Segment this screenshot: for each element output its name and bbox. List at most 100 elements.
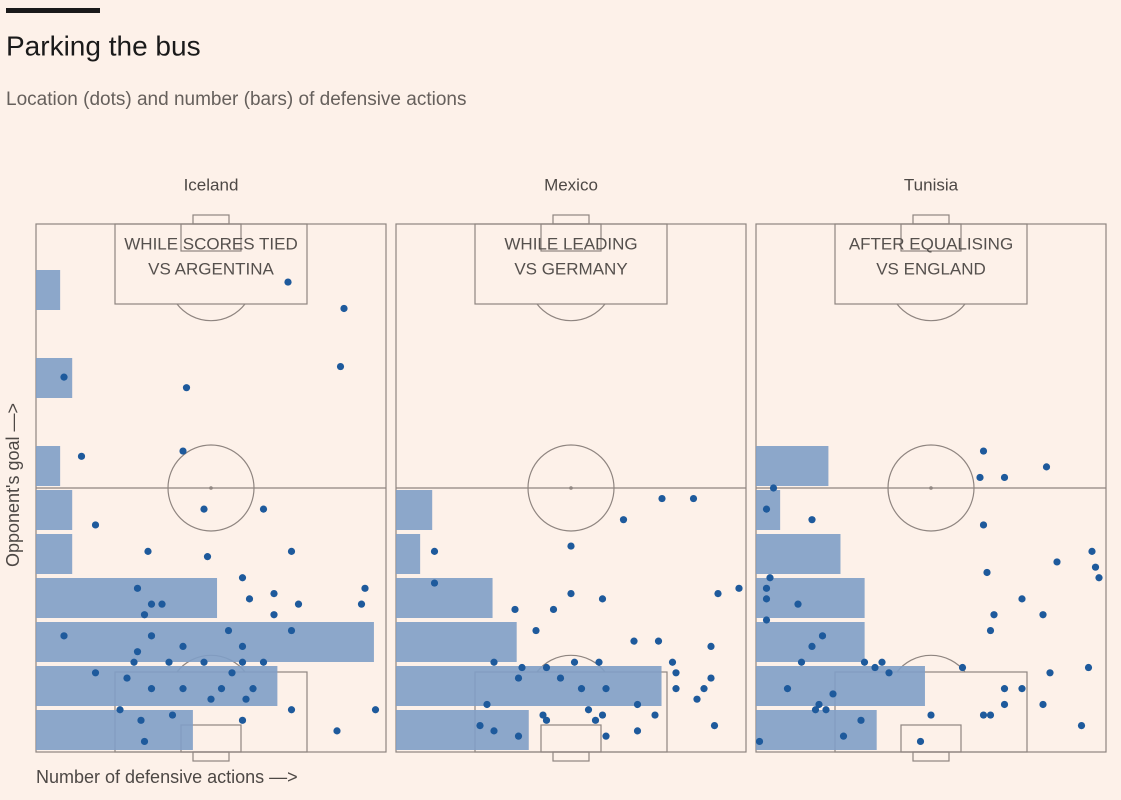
dot	[123, 674, 131, 682]
dot	[542, 716, 551, 724]
bar	[756, 578, 865, 618]
dot	[91, 669, 100, 677]
dot	[651, 711, 659, 719]
dot	[707, 674, 715, 682]
dot	[857, 716, 865, 724]
pitch-line	[192, 214, 230, 225]
dot	[762, 505, 771, 513]
pitch-line	[900, 724, 962, 753]
dot	[514, 732, 523, 740]
dot	[808, 642, 816, 651]
panel-title: Mexico	[544, 175, 598, 194]
bar	[396, 490, 433, 530]
dot	[808, 516, 816, 524]
annotation: WHILE LEADING	[504, 234, 637, 253]
dot	[60, 632, 68, 640]
dot	[927, 711, 935, 719]
panel: Mexico WHILE LEADING VS GERMANY	[395, 175, 747, 762]
brand-rule	[6, 8, 100, 13]
dot	[371, 706, 380, 714]
dot	[539, 711, 547, 719]
dot	[1000, 473, 1009, 482]
bar	[396, 578, 493, 618]
dot	[361, 584, 369, 592]
dot	[430, 547, 439, 555]
dot	[224, 626, 233, 635]
dot	[633, 727, 642, 735]
dot	[689, 494, 698, 503]
pitch-line	[912, 214, 950, 225]
dot	[333, 727, 341, 735]
dot	[490, 727, 498, 735]
pitch-line	[192, 751, 230, 762]
dot	[518, 663, 526, 672]
dot	[60, 373, 68, 381]
pitch-line	[527, 444, 615, 532]
bar	[396, 534, 421, 574]
bar	[756, 446, 829, 486]
dot	[958, 663, 967, 672]
dot	[179, 685, 187, 693]
dot	[284, 278, 292, 286]
dot	[270, 611, 278, 619]
dot	[871, 663, 879, 672]
dot	[140, 737, 149, 746]
dot	[598, 595, 607, 603]
dot	[839, 732, 848, 740]
pitch-line	[896, 303, 966, 322]
dot	[228, 669, 236, 677]
dot	[602, 685, 610, 693]
pitch-line	[176, 303, 246, 322]
dot	[567, 590, 575, 598]
bar	[756, 622, 865, 662]
dot	[762, 595, 771, 603]
dot	[577, 685, 586, 693]
dot	[986, 626, 995, 635]
dot	[542, 663, 551, 672]
bar	[396, 622, 517, 662]
dot	[294, 600, 303, 608]
dot	[1000, 685, 1009, 693]
pitch-line	[209, 486, 213, 490]
chart-subtitle: Location (dots) and number (bars) of def…	[6, 89, 466, 110]
dot	[147, 685, 156, 693]
dot	[598, 711, 607, 719]
dot	[133, 648, 142, 656]
dot	[797, 658, 806, 666]
dot	[1000, 700, 1009, 709]
dot	[567, 542, 575, 550]
dot	[762, 616, 771, 624]
dot	[1053, 558, 1061, 566]
dot	[990, 611, 998, 619]
bar	[36, 666, 278, 706]
dot	[829, 690, 837, 698]
annotation: AFTER EQUALISING	[849, 234, 1013, 253]
dot	[1039, 611, 1047, 619]
bar	[36, 534, 73, 574]
dot	[1077, 722, 1086, 730]
dot	[1095, 574, 1103, 582]
dot	[147, 600, 156, 608]
bar	[36, 270, 61, 310]
dot	[1088, 547, 1096, 555]
dot	[714, 590, 722, 598]
pitch-line	[552, 214, 590, 225]
dot	[672, 685, 680, 693]
dot	[238, 658, 247, 666]
dot	[815, 700, 823, 709]
dot	[766, 574, 774, 582]
pitch-line	[896, 654, 966, 673]
dot	[591, 716, 600, 724]
dot	[207, 695, 215, 703]
dot	[1091, 563, 1100, 571]
dot	[77, 452, 86, 460]
annotation: VS GERMANY	[514, 259, 627, 278]
pitch-line	[929, 486, 933, 490]
dot	[710, 722, 719, 730]
dot	[287, 626, 296, 635]
dot	[584, 706, 593, 714]
dot	[672, 669, 680, 677]
dot	[885, 669, 893, 677]
dot	[179, 642, 187, 651]
dot	[619, 516, 628, 524]
